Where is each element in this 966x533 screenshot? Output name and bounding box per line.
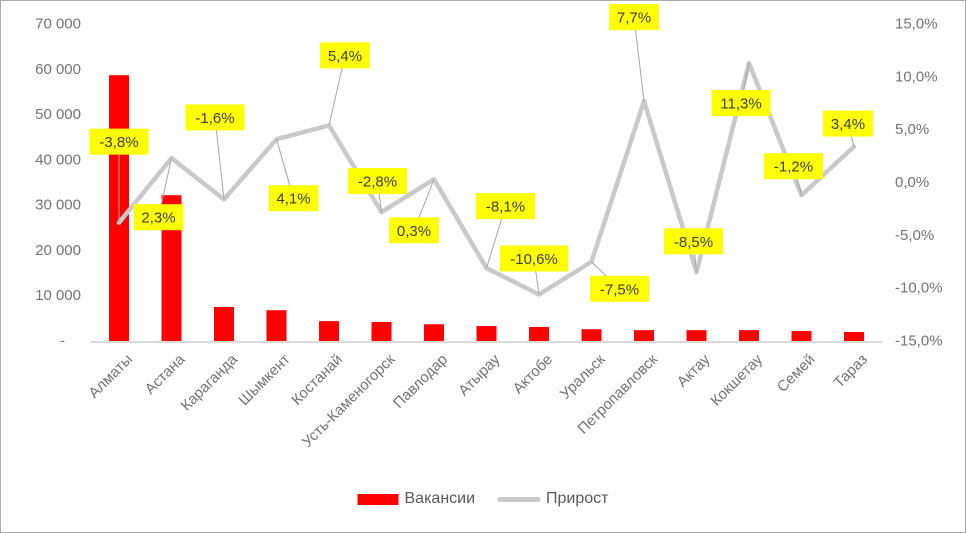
- y-axis-tick-label: 40 000: [35, 151, 81, 168]
- bar: [371, 321, 392, 341]
- data-label-text: -1,6%: [195, 110, 234, 127]
- data-label-box: [320, 42, 370, 69]
- data-label-box: [185, 104, 245, 131]
- data-label-text: -8,5%: [674, 234, 713, 251]
- data-label-text: 4,1%: [276, 191, 310, 208]
- chart-legend: Вакансии Прирост: [357, 490, 609, 508]
- legend-label-vacancies: Вакансии: [404, 490, 476, 507]
- y-axis-tick-label: 60 000: [35, 61, 81, 78]
- bar: [319, 321, 339, 341]
- data-label-text: -7,5%: [600, 281, 639, 298]
- data-label-box: [268, 185, 319, 212]
- data-label-box: [348, 168, 407, 195]
- bar: [214, 307, 234, 341]
- legend-label-growth: Прирост: [546, 490, 609, 507]
- bar: [634, 330, 654, 341]
- y-axis-tick-label: 50 000: [35, 106, 81, 123]
- bar: [424, 324, 444, 341]
- bar-swatch-icon: [357, 493, 399, 505]
- data-label-box: [476, 193, 535, 220]
- legend-item-vacancies: Вакансии: [357, 490, 476, 508]
- bar: [581, 329, 602, 341]
- legend-item-growth: Прирост: [497, 490, 609, 508]
- data-label-text: 5,4%: [328, 48, 362, 65]
- y-axis-tick-label: 10 000: [35, 287, 81, 304]
- data-label-box: [823, 110, 873, 137]
- bar: [161, 195, 182, 341]
- x-axis-label: Тараз: [831, 351, 872, 392]
- y-axis-tick-label: 20 000: [35, 242, 81, 259]
- data-label-box: [664, 228, 723, 255]
- line-swatch-icon: [497, 496, 541, 502]
- data-label-box: [389, 217, 439, 244]
- x-axis-label: Шымкент: [235, 351, 293, 409]
- x-axis-label: Семей: [774, 351, 819, 396]
- data-label-box: [764, 153, 823, 180]
- bar: [476, 326, 497, 341]
- data-label-box: [609, 4, 659, 31]
- x-axis-label: Кокшетау: [707, 351, 766, 410]
- data-label-text: 0,3%: [397, 223, 431, 240]
- data-label-text: 3,4%: [831, 116, 865, 133]
- y-axis-tick-label: -: [60, 333, 65, 350]
- data-label-box: [89, 128, 149, 155]
- pct-axis-tick-label: 10,0%: [895, 68, 938, 85]
- data-label-box: [590, 275, 649, 302]
- x-axis-label: Атырау: [455, 351, 504, 400]
- x-axis-label: Актау: [674, 351, 714, 391]
- bar: [844, 331, 864, 341]
- leader-line: [214, 117, 225, 200]
- data-label-text: -10,6%: [510, 251, 558, 268]
- x-axis-label: Усть-Каменогорск: [299, 351, 399, 451]
- data-label-box: [133, 204, 184, 231]
- data-label-text: 7,7%: [617, 10, 651, 27]
- data-label-text: 11,3%: [720, 96, 761, 113]
- x-axis-label: Уральск: [557, 351, 609, 403]
- y-axis-tick-label: 30 000: [35, 197, 81, 214]
- pct-axis-tick-label: 15,0%: [895, 16, 938, 33]
- data-label-text: 2,3%: [141, 210, 175, 227]
- data-label-box: [711, 90, 771, 117]
- bar: [739, 330, 759, 341]
- pct-axis-tick-label: -5,0%: [895, 227, 934, 244]
- data-label-text: -8,1%: [486, 199, 525, 216]
- x-axis-label: Караганда: [178, 351, 242, 415]
- bar: [266, 310, 287, 341]
- bar: [686, 330, 707, 341]
- x-axis-label: Астана: [142, 351, 189, 398]
- bar: [529, 326, 549, 341]
- bar: [791, 331, 812, 341]
- pct-axis-tick-label: 5,0%: [895, 121, 929, 138]
- y-axis-tick-label: 70 000: [35, 16, 81, 33]
- data-label-box: [499, 245, 569, 272]
- data-label-text: -2,8%: [358, 174, 397, 191]
- pct-axis-tick-label: -10,0%: [895, 280, 943, 297]
- pct-axis-tick-label: 0,0%: [895, 174, 929, 191]
- x-axis-label: Актобе: [510, 351, 556, 397]
- x-axis-label: Алматы: [85, 351, 136, 402]
- pct-axis-tick-label: -15,0%: [895, 333, 943, 350]
- data-label-text: -3,8%: [99, 134, 138, 151]
- leader-line: [633, 17, 645, 102]
- x-axis-label: Павлодар: [390, 351, 451, 412]
- data-label-text: -1,2%: [774, 159, 813, 176]
